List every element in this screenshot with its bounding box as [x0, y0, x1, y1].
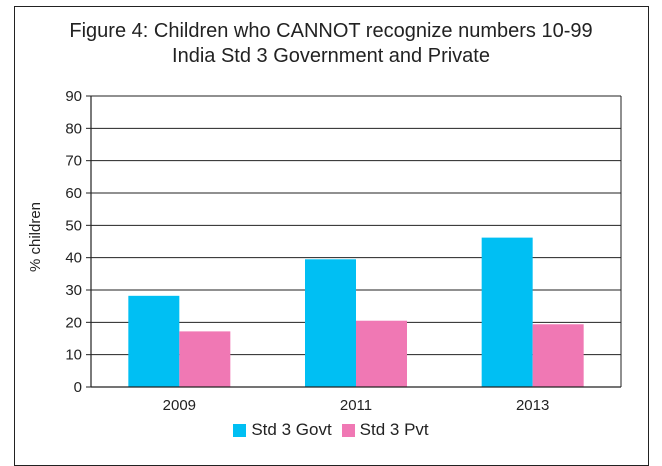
bars — [128, 237, 584, 387]
y-tick-label-30: 30 — [65, 282, 82, 299]
legend-label-govt: Std 3 Govt — [251, 420, 332, 439]
bar-std-3-pvt-2009 — [179, 331, 231, 387]
bar-std-3-pvt-2011 — [356, 320, 407, 387]
y-tick-label-20: 20 — [65, 314, 82, 331]
bar-std-3-govt-2011 — [305, 259, 356, 387]
legend: Std 3 Govt Std 3 Pvt — [0, 420, 662, 440]
bar-chart: 0 10 20 30 40 50 60 70 80 90 2009 2011 2013 % child… — [27, 88, 622, 414]
x-tick-labels: 2009 2011 2013 — [163, 397, 550, 414]
y-tick-label-90: 90 — [65, 88, 82, 105]
legend-swatch-pvt — [341, 423, 355, 437]
y-tick-label-70: 70 — [65, 153, 82, 170]
legend-swatch-govt — [233, 423, 247, 437]
y-tick-label-40: 40 — [65, 250, 82, 267]
x-tick-label-2009: 2009 — [163, 397, 196, 414]
axes — [90, 96, 622, 388]
bar-std-3-govt-2009 — [128, 295, 180, 387]
x-tick-label-2013: 2013 — [516, 397, 549, 414]
y-tick-label-10: 10 — [65, 347, 82, 364]
bar-std-3-pvt-2013 — [532, 324, 584, 387]
legend-item-pvt: Std 3 Pvt — [341, 420, 429, 440]
bar-std-3-govt-2013 — [481, 237, 533, 387]
y-tick-labels: 0 10 20 30 40 50 60 70 80 90 — [65, 88, 82, 396]
y-tick-label-0: 0 — [74, 379, 82, 396]
chart-title: Figure 4: Children who CANNOT recognize … — [69, 20, 593, 42]
y-tick-label-60: 60 — [65, 185, 82, 202]
x-tick-label-2011: 2011 — [340, 397, 372, 414]
y-tick-label-80: 80 — [65, 120, 82, 137]
y-axis-label: % children — [27, 202, 44, 272]
chart-subtitle: India Std 3 Government and Private — [172, 45, 490, 67]
y-tick-label-50: 50 — [65, 217, 82, 234]
legend-item-govt: Std 3 Govt — [233, 420, 332, 440]
legend-label-pvt: Std 3 Pvt — [359, 420, 429, 439]
